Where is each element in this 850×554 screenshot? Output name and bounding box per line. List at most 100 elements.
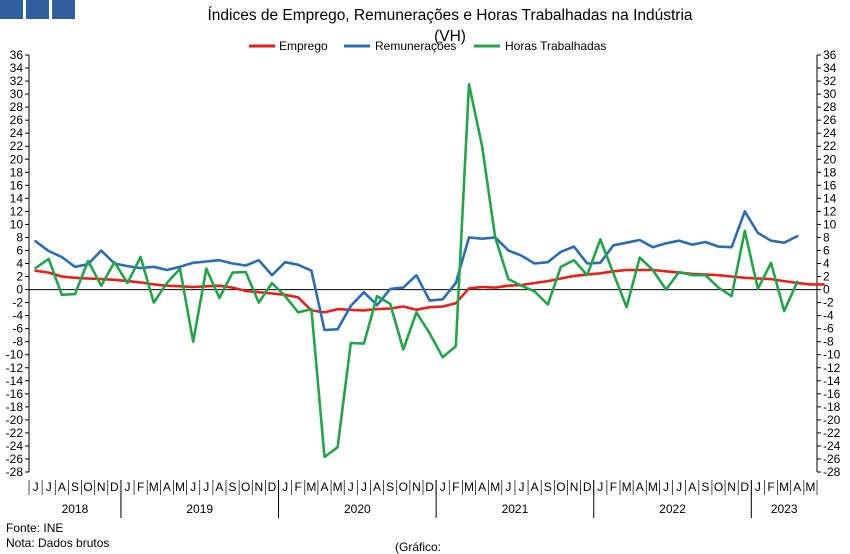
y-tick-label-right: -18 xyxy=(823,400,841,414)
logo-square-1 xyxy=(0,0,23,19)
y-tick-label-right: -2 xyxy=(823,296,834,310)
x-month-label: N xyxy=(727,480,736,494)
y-tick-label-right: 26 xyxy=(823,113,837,127)
y-tick-label-right: -6 xyxy=(823,322,834,336)
y-tick-label-right: 14 xyxy=(823,191,837,205)
legend-label: Horas Trabalhadas xyxy=(505,39,606,53)
y-tick-label-left: 16 xyxy=(10,178,24,192)
x-month-label: J xyxy=(519,480,525,494)
y-tick-label-right: 0 xyxy=(823,283,830,297)
y-tick-label-right: 20 xyxy=(823,152,837,166)
y-tick-label-left: 34 xyxy=(10,61,24,75)
x-month-label: A xyxy=(793,480,801,494)
x-month-label: D xyxy=(268,480,277,494)
y-tick-label-left: 30 xyxy=(10,87,24,101)
y-tick-label-left: -8 xyxy=(12,335,23,349)
y-tick-label-left: 32 xyxy=(10,74,24,88)
y-tick-label-right: -28 xyxy=(823,465,841,479)
x-month-label: M xyxy=(175,480,185,494)
x-month-label: M xyxy=(622,480,632,494)
x-month-label: J xyxy=(361,480,367,494)
y-tick-label-left: 8 xyxy=(16,230,23,244)
legend-label: Emprego xyxy=(279,39,328,53)
x-month-label: J xyxy=(676,480,682,494)
x-month-label: J xyxy=(597,480,603,494)
y-tick-label-right: 12 xyxy=(823,204,837,218)
x-month-label: M xyxy=(149,480,159,494)
x-month-label: F xyxy=(610,480,617,494)
y-tick-label-right: 28 xyxy=(823,100,837,114)
y-tick-label-right: -16 xyxy=(823,387,841,401)
footer-graphic-label: (Gráfico: xyxy=(395,540,442,554)
x-month-label: D xyxy=(110,480,119,494)
y-tick-label-left: 2 xyxy=(16,270,23,284)
x-month-label: O xyxy=(83,480,92,494)
x-month-label: S xyxy=(386,480,394,494)
x-month-label: A xyxy=(688,480,696,494)
x-month-label: O xyxy=(556,480,565,494)
year-label: 2022 xyxy=(659,502,686,516)
y-tick-label-right: 22 xyxy=(823,139,837,153)
y-tick-label-left: -22 xyxy=(6,426,24,440)
x-month-label: S xyxy=(71,480,79,494)
y-tick-label-right: -22 xyxy=(823,426,841,440)
y-tick-label-right: -8 xyxy=(823,335,834,349)
y-tick-label-left: 24 xyxy=(10,126,24,140)
y-tick-label-right: -14 xyxy=(823,374,841,388)
y-tick-label-left: -2 xyxy=(12,296,23,310)
x-month-label: M xyxy=(648,480,658,494)
x-month-label: A xyxy=(373,480,381,494)
y-tick-label-left: 26 xyxy=(10,113,24,127)
y-tick-label-right: 6 xyxy=(823,243,830,257)
y-tick-label-left: 18 xyxy=(10,165,24,179)
y-tick-label-left: -24 xyxy=(6,439,24,453)
x-month-label: N xyxy=(570,480,579,494)
year-label: 2023 xyxy=(771,502,798,516)
y-tick-label-right: 36 xyxy=(823,48,837,62)
y-tick-label-left: -28 xyxy=(6,465,24,479)
x-month-label: J xyxy=(33,480,39,494)
x-month-label: M xyxy=(490,480,500,494)
x-month-label: O xyxy=(399,480,408,494)
year-label: 2021 xyxy=(502,502,529,516)
x-month-label: J xyxy=(755,480,761,494)
x-month-label: A xyxy=(215,480,223,494)
x-month-label: A xyxy=(320,480,328,494)
footer-note: Nota: Dados brutos xyxy=(6,536,110,550)
x-month-label: J xyxy=(190,480,196,494)
y-tick-label-right: 18 xyxy=(823,165,837,179)
x-month-label: S xyxy=(701,480,709,494)
y-tick-label-right: 24 xyxy=(823,126,837,140)
x-month-label: S xyxy=(544,480,552,494)
x-month-label: O xyxy=(714,480,723,494)
x-month-label: A xyxy=(636,480,644,494)
y-tick-label-right: 30 xyxy=(823,87,837,101)
y-tick-label-right: 10 xyxy=(823,217,837,231)
y-tick-label-left: 0 xyxy=(16,283,23,297)
y-tick-label-left: 28 xyxy=(10,100,24,114)
y-tick-label-left: 4 xyxy=(16,257,23,271)
x-month-label: M xyxy=(306,480,316,494)
x-month-label: J xyxy=(46,480,52,494)
y-tick-label-right: -12 xyxy=(823,361,841,375)
y-tick-label-left: 14 xyxy=(10,191,24,205)
x-month-label: A xyxy=(478,480,486,494)
x-month-label: N xyxy=(254,480,263,494)
y-tick-label-left: -10 xyxy=(6,348,24,362)
x-month-label: M xyxy=(464,480,474,494)
y-tick-label-right: -24 xyxy=(823,439,841,453)
x-month-label: J xyxy=(203,480,209,494)
y-tick-label-right: 2 xyxy=(823,270,830,284)
legend-label: Remunerações xyxy=(375,39,456,53)
y-tick-label-right: 4 xyxy=(823,257,830,271)
y-tick-label-left: -4 xyxy=(12,309,23,323)
x-month-label: A xyxy=(531,480,539,494)
y-tick-label-left: 12 xyxy=(10,204,24,218)
y-tick-label-right: -26 xyxy=(823,452,841,466)
footer-source: Fonte: INE xyxy=(6,521,64,535)
y-tick-label-right: 8 xyxy=(823,230,830,244)
y-tick-label-right: -4 xyxy=(823,309,834,323)
x-month-label: F xyxy=(767,480,774,494)
chart-title-suffix: (VH) xyxy=(434,28,466,45)
x-month-label: N xyxy=(97,480,106,494)
